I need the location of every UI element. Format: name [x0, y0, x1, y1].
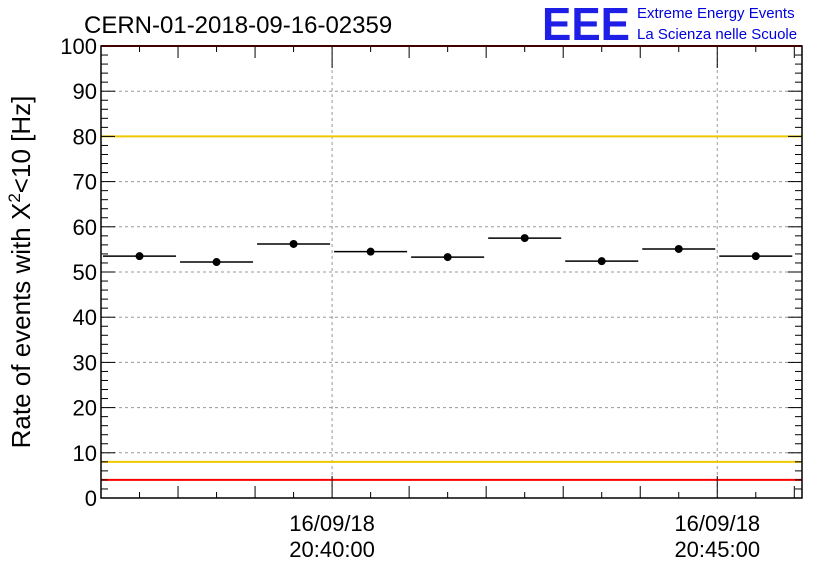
eee-logo: EEE Extreme Energy Events La Scienza nel…: [542, 0, 797, 50]
y-tick-label: 50: [73, 260, 97, 285]
x-tick-label-time: 20:40:00: [289, 537, 375, 562]
x-tick-label-date: 16/09/18: [674, 511, 760, 536]
data-points: [103, 234, 793, 267]
logo-line-2: La Scienza nelle Scuole: [637, 26, 797, 43]
y-tick-label: 100: [60, 34, 97, 59]
data-marker: [597, 257, 606, 266]
y-axis-label-suffix: <10 [Hz]: [6, 96, 36, 194]
data-point: [719, 252, 793, 261]
y-tick-label: 90: [73, 79, 97, 104]
data-marker: [212, 258, 221, 267]
axis-ticks: [100, 45, 802, 499]
data-marker: [674, 244, 683, 253]
y-tick-label: 80: [73, 124, 97, 149]
data-marker: [751, 252, 760, 261]
y-tick-label: 0: [85, 486, 97, 511]
y-axis-label-prefix: Rate of events with X: [6, 203, 36, 449]
x-tick-label-time: 20:45:00: [674, 537, 760, 562]
y-tick-label: 40: [73, 305, 97, 330]
y-tick-label: 20: [73, 396, 97, 421]
data-point: [411, 253, 485, 262]
data-marker: [520, 234, 529, 243]
logo-line-1: Extreme Energy Events: [637, 5, 795, 22]
data-marker: [289, 239, 298, 248]
logo-letters: EEE: [542, 0, 630, 50]
data-point: [642, 244, 716, 253]
y-tick-labels: 0 10 20 30 40 50 60 70 80 90 100: [60, 34, 97, 511]
y-tick-label: 70: [73, 170, 97, 195]
y-tick-label: 10: [73, 441, 97, 466]
y-axis-label: Rate of events with X2<10 [Hz]: [5, 96, 36, 449]
x-tick-label-date: 16/09/18: [289, 511, 375, 536]
data-marker: [366, 247, 375, 256]
data-point: [180, 258, 254, 267]
y-axis-label-superscript: 2: [5, 193, 24, 202]
y-tick-label: 30: [73, 350, 97, 375]
data-marker: [135, 252, 144, 261]
y-tick-label: 60: [73, 215, 97, 240]
data-point: [257, 239, 331, 248]
data-marker: [443, 253, 452, 262]
data-point: [334, 247, 408, 256]
data-point: [488, 234, 562, 243]
chart-title: CERN-01-2018-09-16-02359: [84, 12, 392, 39]
data-point: [103, 252, 177, 261]
data-point: [565, 257, 639, 266]
